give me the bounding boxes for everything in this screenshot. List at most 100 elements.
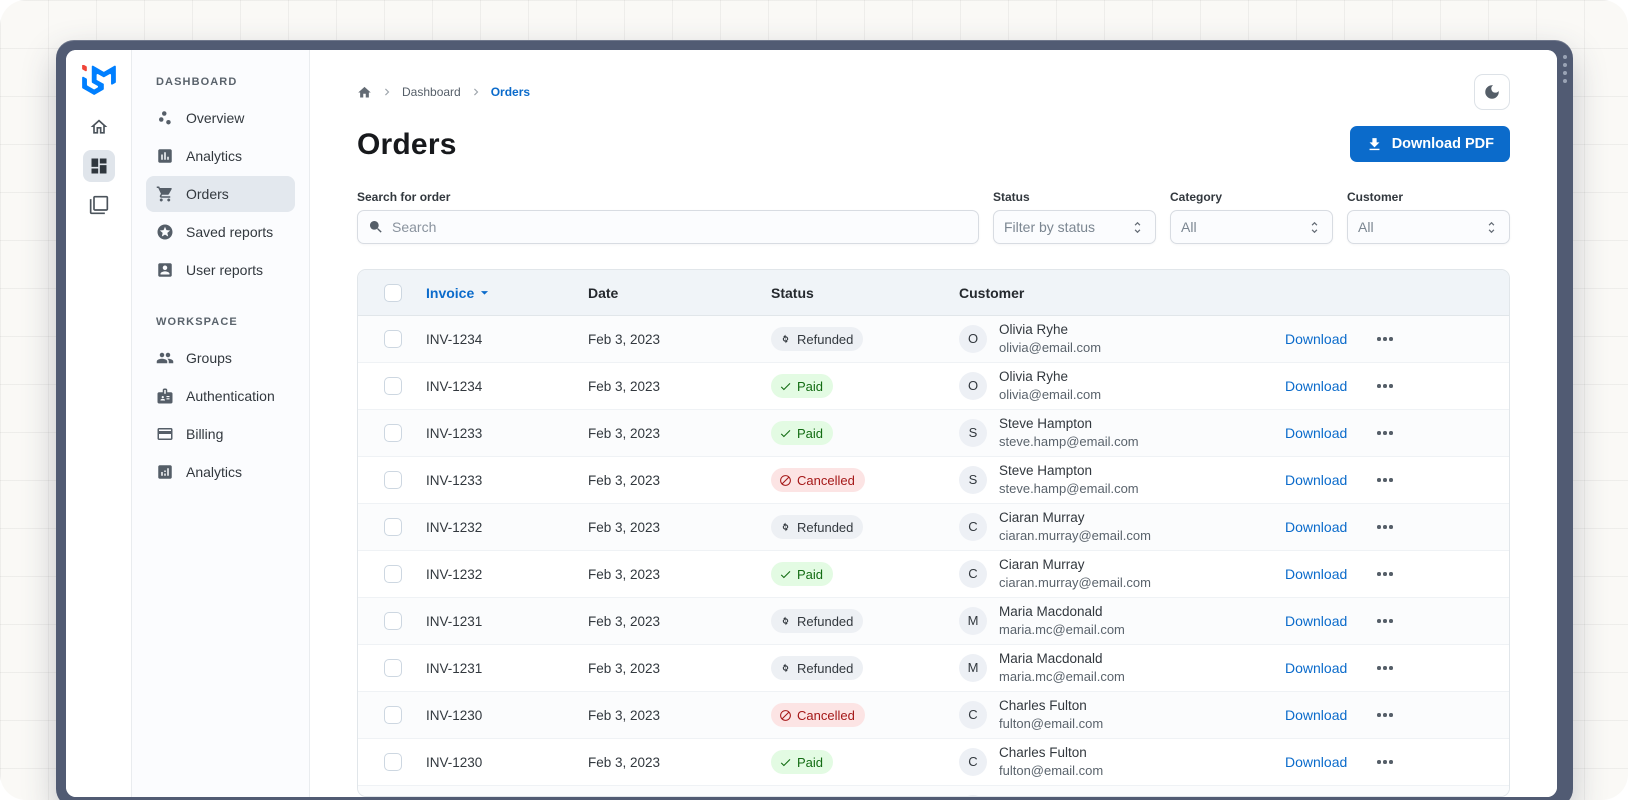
breadcrumb-dashboard[interactable]: Dashboard — [402, 85, 461, 99]
window-scrollbar[interactable] — [1562, 55, 1567, 83]
row-checkbox[interactable] — [384, 565, 402, 583]
row-more-menu-button[interactable] — [1373, 709, 1397, 721]
row-download-link[interactable]: Download — [1285, 331, 1348, 347]
invoice-cell: INV-1231 — [426, 613, 483, 629]
avatar: C — [959, 700, 987, 729]
column-header-invoice[interactable]: Invoice — [406, 284, 568, 301]
row-download-link[interactable]: Download — [1285, 472, 1348, 488]
status-chip: Refunded — [771, 327, 864, 351]
customer-cell: C Ciaran Murray ciaran.murray@email.com — [939, 509, 1279, 545]
row-download-link[interactable]: Download — [1285, 378, 1348, 394]
table-row: INV-1231 Feb 3, 2023 Refunded M Maria Macdon… — [358, 645, 1509, 692]
dark-mode-toggle[interactable] — [1474, 74, 1510, 110]
rail-button-home[interactable] — [83, 111, 115, 143]
row-more-menu-button[interactable] — [1373, 662, 1397, 674]
invoice-cell: INV-1232 — [426, 519, 483, 535]
customer-email: maria.mc@email.com — [999, 669, 1125, 685]
account-box-icon — [158, 263, 172, 277]
table-row: INV-1230 Feb 3, 2023 Paid C Charles Fulton fu… — [358, 739, 1509, 786]
table-row: INV-1231 Feb 3, 2023 Refunded M Maria Macdon… — [358, 598, 1509, 645]
row-more-menu-button[interactable] — [1373, 474, 1397, 486]
sidebar-item-user-reports[interactable]: User reports — [146, 252, 295, 288]
row-more-menu-button[interactable] — [1373, 615, 1397, 627]
row-download-link[interactable]: Download — [1285, 660, 1348, 676]
rail-button-window-stack[interactable] — [83, 189, 115, 221]
sidebar-item-groups[interactable]: Groups — [146, 340, 295, 376]
row-download-link[interactable]: Download — [1285, 566, 1348, 582]
customer-email: fulton@email.com — [999, 763, 1104, 779]
download-pdf-button[interactable]: Download PDF — [1349, 126, 1510, 162]
row-checkbox[interactable] — [384, 612, 402, 630]
customer-name: Steve Hampton — [999, 463, 1093, 479]
avatar: O — [959, 371, 987, 400]
sidebar-item-analytics[interactable]: Analytics — [146, 138, 295, 174]
status-cell: Refunded — [751, 656, 939, 680]
sidebar-item-saved-reports[interactable]: Saved reports — [146, 214, 295, 250]
rail-button-dashboard-grid[interactable] — [82, 150, 115, 182]
sidebar: DASHBOARD Overview Analytics Orders Saved re… — [132, 50, 310, 797]
row-checkbox[interactable] — [384, 518, 402, 536]
row-more-menu-button[interactable] — [1373, 380, 1397, 392]
invoice-cell: INV-1231 — [426, 660, 483, 676]
row-checkbox[interactable] — [384, 424, 402, 442]
sidebar-item-authentication[interactable]: Authentication — [146, 378, 295, 414]
page-title: Orders — [357, 128, 457, 161]
date-cell: Feb 3, 2023 — [588, 378, 661, 394]
status-filter-label: Status — [993, 190, 1030, 204]
row-download-link[interactable]: Download — [1285, 613, 1348, 629]
scatter-icon — [159, 111, 171, 125]
customer-filter-label: Customer — [1347, 190, 1404, 204]
table-row: INV-1234 Feb 3, 2023 Refunded O Olivia Ryhe o… — [358, 316, 1509, 363]
select-all-checkbox[interactable] — [384, 283, 402, 302]
breadcrumb-orders[interactable]: Orders — [490, 85, 531, 99]
customer-filter-select[interactable]: All — [1347, 210, 1510, 244]
customer-email: maria.mc@email.com — [999, 622, 1125, 638]
status-filter-select[interactable]: Filter by status — [993, 210, 1156, 244]
breadcrumb-home-icon[interactable] — [357, 85, 372, 100]
sidebar-item-billing[interactable]: Billing — [146, 416, 295, 452]
chevron-right-icon — [380, 85, 394, 99]
row-download-link[interactable]: Download — [1285, 425, 1348, 441]
autorenew-icon — [782, 616, 789, 625]
row-download-link[interactable]: Download — [1285, 707, 1348, 723]
status-chip: Cancelled — [771, 703, 865, 727]
row-checkbox[interactable] — [384, 471, 402, 489]
row-more-menu-button[interactable] — [1373, 427, 1397, 439]
column-header-customer: Customer — [959, 284, 1025, 301]
avatar: O — [959, 324, 987, 353]
download-icon — [1369, 137, 1380, 150]
sidebar-item-overview[interactable]: Overview — [146, 100, 295, 136]
sidebar-section-label: DASHBOARD — [156, 76, 238, 88]
sidebar-item-analytics[interactable]: Analytics — [146, 454, 295, 490]
table-row — [358, 786, 1509, 796]
sidebar-item-orders[interactable]: Orders — [146, 176, 295, 212]
category-filter-label: Category — [1170, 190, 1223, 204]
row-more-menu-button[interactable] — [1373, 521, 1397, 533]
invoice-cell: INV-1234 — [426, 331, 483, 347]
table-row: INV-1232 Feb 3, 2023 Refunded C Ciaran Murra… — [358, 504, 1509, 551]
customer-email: steve.hamp@email.com — [999, 434, 1139, 450]
status-chip: Paid — [771, 562, 834, 586]
row-more-menu-button[interactable] — [1373, 756, 1397, 768]
row-checkbox[interactable] — [384, 377, 402, 395]
avatar: C — [959, 512, 987, 541]
row-download-link[interactable]: Download — [1285, 754, 1348, 770]
customer-name: Steve Hampton — [999, 416, 1093, 432]
status-cell: Paid — [751, 374, 939, 398]
customer-cell: C Charles Fulton fulton@email.com — [939, 744, 1279, 780]
customer-cell: S Steve Hampton steve.hamp@email.com — [939, 462, 1279, 498]
customer-cell: M Maria Macdonald maria.mc@email.com — [939, 650, 1279, 686]
customer-name: Maria Macdonald — [999, 651, 1103, 667]
sidebar-item-label: Groups — [186, 350, 232, 366]
row-checkbox[interactable] — [384, 706, 402, 724]
row-more-menu-button[interactable] — [1373, 568, 1397, 580]
search-input[interactable] — [357, 210, 979, 244]
row-checkbox[interactable] — [384, 659, 402, 677]
row-checkbox[interactable] — [384, 753, 402, 771]
category-filter-select[interactable]: All — [1170, 210, 1333, 244]
row-checkbox[interactable] — [384, 330, 402, 348]
customer-name: Maria Macdonald — [999, 604, 1103, 620]
table-row: INV-1233 Feb 3, 2023 Paid S Steve Hampton ste… — [358, 410, 1509, 457]
row-more-menu-button[interactable] — [1373, 333, 1397, 345]
row-download-link[interactable]: Download — [1285, 519, 1348, 535]
